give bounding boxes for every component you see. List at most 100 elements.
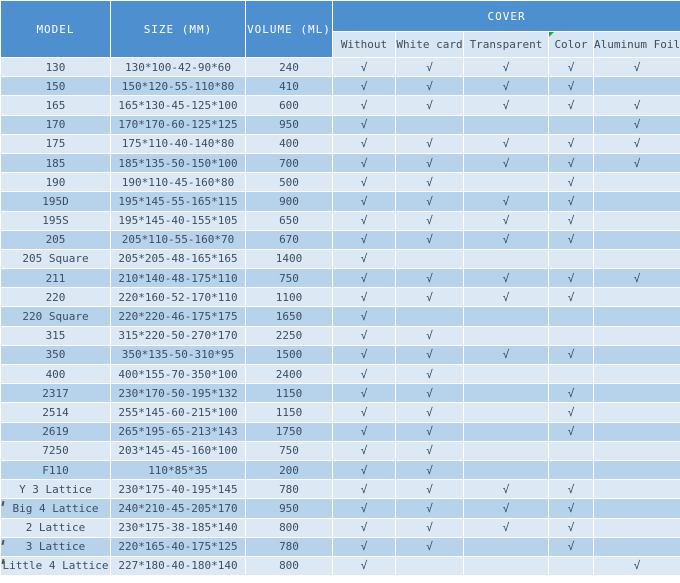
cell-comment-mark — [1, 539, 5, 545]
cover-check-cell — [463, 402, 549, 423]
table-row: F110 110*85*35 200 √ √ — [0, 459, 680, 481]
model-cell: Big 4 Lattice — [0, 498, 111, 519]
volume-cell: 1400 — [245, 248, 333, 270]
cover-check-cell — [592, 383, 680, 404]
cover-check-cell — [548, 114, 594, 135]
cover-check-cell: √ — [332, 555, 396, 577]
volume-cell: 2250 — [245, 325, 333, 346]
size-cell: 185*135-50-150*100 — [110, 152, 246, 174]
model-cell: 190 — [0, 172, 111, 193]
model-cell: 165 — [0, 95, 111, 116]
cover-check-cell: √ — [548, 479, 594, 500]
cover-check-cell: √ — [332, 56, 396, 78]
cover-check-cell — [463, 114, 549, 135]
table-row: 170 170*170-60-125*125 950 √ √ — [0, 114, 680, 135]
volume-cell: 950 — [245, 498, 333, 519]
cover-check-cell: √ — [332, 498, 396, 519]
cover-check-cell — [548, 306, 594, 327]
model-cell: 350 — [0, 344, 111, 366]
size-cell: 227*180-40-180*140 — [110, 555, 246, 577]
cover-check-cell: √ — [395, 363, 464, 385]
cover-check-cell — [463, 172, 549, 193]
cover-check-cell: √ — [395, 172, 464, 193]
cover-check-cell: √ — [592, 555, 680, 577]
cover-check-cell: √ — [548, 56, 594, 78]
cover-check-cell: √ — [332, 248, 396, 270]
model-cell: 150 — [0, 76, 111, 97]
cover-check-cell: √ — [332, 421, 396, 442]
header-cover: COVER — [331, 0, 680, 32]
cover-check-cell — [592, 210, 680, 231]
cover-check-cell — [548, 325, 594, 346]
cover-check-cell — [592, 76, 680, 97]
cover-check-cell — [592, 172, 680, 193]
cover-check-cell — [395, 248, 464, 270]
table-row: 3 Lattice 220*165-40-175*125 780 √ √ √ — [0, 536, 680, 557]
cover-check-cell: √ — [395, 440, 464, 461]
cover-check-cell: √ — [332, 536, 396, 557]
cover-option-header-white-card: White card — [395, 31, 464, 58]
cover-check-cell — [548, 440, 594, 461]
cover-option-header-color-label: Color — [554, 38, 588, 51]
model-cell: 2 Lattice — [0, 517, 111, 538]
table-row: 400 400*155-70-350*100 2400 √ √ — [0, 363, 680, 385]
cover-check-cell: √ — [548, 152, 594, 174]
header-model: MODEL — [0, 0, 111, 58]
volume-cell: 670 — [245, 229, 333, 250]
cover-check-cell: √ — [332, 325, 396, 346]
volume-cell: 780 — [245, 536, 333, 557]
size-cell: 230*170-50-195*132 — [110, 383, 246, 404]
cover-check-cell: √ — [592, 133, 680, 154]
cover-check-cell: √ — [332, 191, 396, 212]
cover-check-cell: √ — [548, 517, 594, 538]
table-row: Y 3 Lattice 230*175-40-195*145 780 √ √ √ √ — [0, 479, 680, 500]
cover-check-cell — [463, 383, 549, 404]
cover-check-cell: √ — [395, 517, 464, 538]
table-body: 130 130*100-42-90*60 240 √ √ √ √ √ 150 150*120-55… — [0, 56, 680, 577]
cover-check-cell: √ — [395, 76, 464, 97]
volume-cell: 200 — [245, 459, 333, 481]
cover-check-cell — [592, 287, 680, 308]
size-cell: 400*155-70-350*100 — [110, 363, 246, 385]
size-cell: 170*170-60-125*125 — [110, 114, 246, 135]
table-row: 2 Lattice 230*175-38-185*140 800 √ √ √ √ — [0, 517, 680, 538]
cover-check-cell: √ — [332, 76, 396, 97]
cover-check-cell: √ — [332, 268, 396, 289]
cover-check-cell: √ — [463, 498, 549, 519]
volume-cell: 950 — [245, 114, 333, 135]
cover-check-cell: √ — [332, 383, 396, 404]
cover-check-cell: √ — [395, 56, 464, 78]
volume-cell: 1650 — [245, 306, 333, 327]
table-header: MODEL SIZE (MM) VOLUME (ML) COVER Withou… — [0, 0, 680, 58]
table-row: 195S 195*145-40-155*105 650 √ √ √ √ — [0, 210, 680, 231]
size-cell: 175*110-40-140*80 — [110, 133, 246, 154]
cover-check-cell — [592, 421, 680, 442]
header-size: SIZE (MM) — [110, 0, 246, 58]
model-cell: 3 Lattice — [0, 536, 111, 557]
cover-check-cell: √ — [395, 133, 464, 154]
size-cell: 220*220-46-175*175 — [110, 306, 246, 327]
cover-check-cell — [592, 344, 680, 366]
table-row: 195D 195*145-55-165*115 900 √ √ √ √ — [0, 191, 680, 212]
model-cell: 195D — [0, 191, 111, 212]
model-cell: 205 — [0, 229, 111, 250]
volume-cell: 700 — [245, 152, 333, 174]
table-row: 175 175*110-40-140*80 400 √ √ √ √ √ — [0, 133, 680, 154]
cover-check-cell: √ — [548, 344, 594, 366]
cover-option-header-aluminum-foil: Aluminum Foil — [592, 31, 680, 58]
cover-check-cell: √ — [463, 210, 549, 231]
cover-check-cell: √ — [332, 517, 396, 538]
cover-check-cell: √ — [332, 344, 396, 366]
cover-check-cell: √ — [395, 344, 464, 366]
cover-check-cell: √ — [395, 268, 464, 289]
size-cell: 203*145-45-160*100 — [110, 440, 246, 461]
volume-cell: 400 — [245, 133, 333, 154]
cover-check-cell: √ — [395, 402, 464, 423]
cover-check-cell: √ — [548, 402, 594, 423]
cover-check-cell: √ — [463, 479, 549, 500]
cover-check-cell — [548, 363, 594, 385]
model-cell: 130 — [0, 56, 111, 78]
cover-check-cell — [395, 306, 464, 327]
